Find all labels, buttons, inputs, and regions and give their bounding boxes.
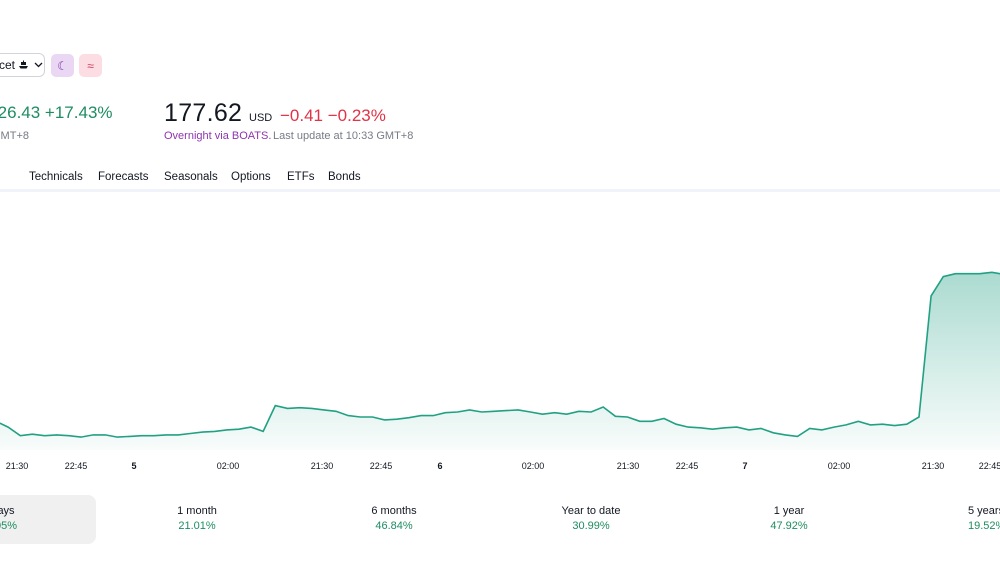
period-1-year[interactable]: 1 year 47.92% [729,505,849,532]
price-area-fill [0,272,1000,450]
x-tick-label: 22:45 [979,461,1000,471]
x-axis-ticks: 21:30 22:45 5 02:00 21:30 22:45 6 02:00 21:30 22:… [6,461,1000,471]
overnight-session-label[interactable]: Overnight via BOATS. [164,130,272,142]
period-5-years[interactable]: 5 years 19.52% [934,505,1000,532]
price-change: −0.41 −0.23% [280,106,386,125]
tab-technicals[interactable]: Technicals [29,171,83,183]
tab-seasonals[interactable]: Seasonals [164,171,218,183]
period-value: 05% [0,520,18,532]
period-label: 1 month [177,505,217,517]
x-tick-label: 7 [742,461,747,471]
tabs-divider [0,189,1000,192]
last-price: 177.62 [164,99,243,127]
tab-forecasts[interactable]: Forecasts [98,171,149,183]
period-label: ays [0,505,15,517]
regular-session-timezone: GMT+8 [0,130,29,142]
price-line [0,271,1000,438]
currency-label: USD [249,112,273,124]
x-tick-label: 21:30 [922,461,945,471]
x-tick-label: 21:30 [311,461,334,471]
x-tick-label: 02:00 [217,461,240,471]
regular-session-change: -26.43 +17.43% [0,103,113,122]
period-label: 1 year [773,505,805,517]
period-value: 19.52% [968,520,1000,532]
x-tick-label: 02:00 [522,461,545,471]
period-6-months[interactable]: 6 months 46.84% [334,505,454,532]
period-label: 5 years [968,505,1000,517]
period-label: 6 months [371,505,417,517]
market-selector-button[interactable]: cet [0,53,45,77]
period-value: 47.92% [770,520,808,532]
x-tick-label: 21:30 [6,461,29,471]
period-selected-highlight [0,495,96,544]
period-value: 21.01% [178,520,216,532]
last-update-text: Last update at 10:33 GMT+8 [273,130,414,142]
x-tick-label: 02:00 [828,461,851,471]
period-1-month[interactable]: 1 month 21.01% [137,505,257,532]
tab-options[interactable]: Options [231,171,271,183]
x-tick-label: 22:45 [676,461,699,471]
x-tick-label: 22:45 [370,461,393,471]
x-tick-label: 21:30 [617,461,640,471]
x-tick-label: 22:45 [65,461,88,471]
section-tabs: ity Technicals Forecasts Seasonals Optio… [0,171,361,183]
tab-bonds[interactable]: Bonds [328,171,361,183]
chevron-down-icon [34,60,43,71]
period-year-to-date[interactable]: Year to date 30.99% [531,505,651,532]
x-tick-label: 5 [131,461,136,471]
tab-etfs[interactable]: ETFs [287,171,315,183]
moon-icon[interactable]: ☾ [51,54,74,77]
period-value: 46.84% [375,520,413,532]
period-value: 30.99% [572,520,610,532]
price-chart[interactable]: 21:30 22:45 5 02:00 21:30 22:45 6 02:00 21:30 22:… [0,192,1000,482]
period-label: Year to date [561,505,621,517]
market-label: cet [0,58,16,72]
wave-icon[interactable]: ≈ [79,54,102,77]
boat-icon [18,58,29,72]
x-tick-label: 6 [437,461,442,471]
period-5-days[interactable]: ays 05% [0,505,66,532]
tab-community[interactable]: ity [0,171,29,183]
